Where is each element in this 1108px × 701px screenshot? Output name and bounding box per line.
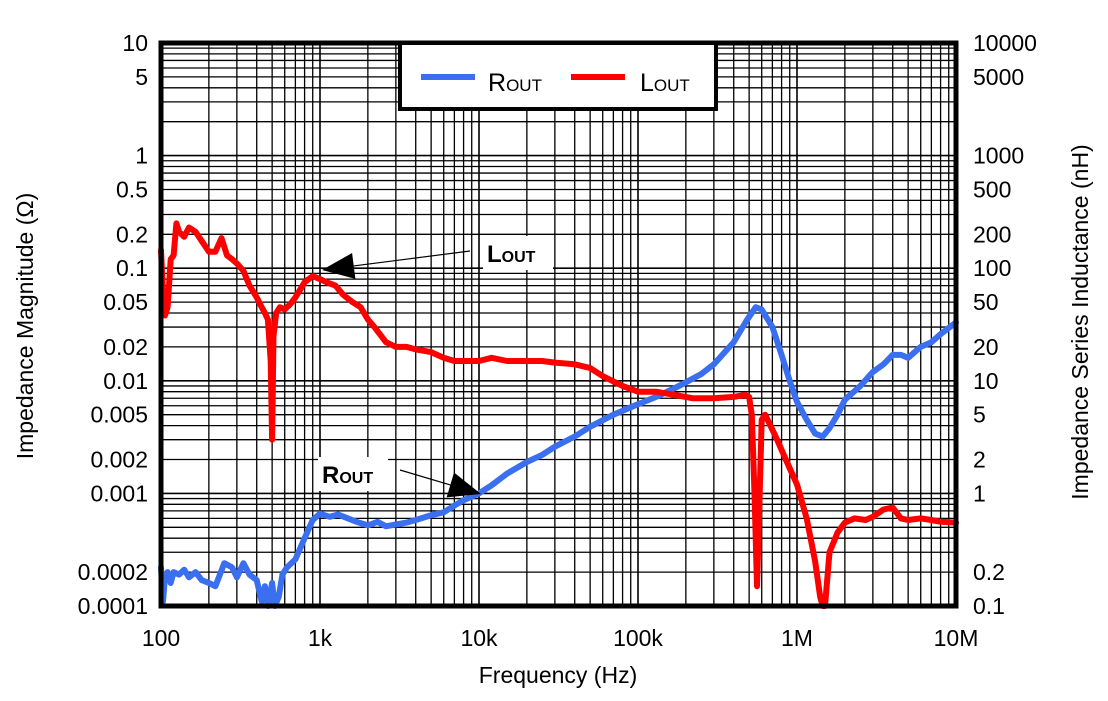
y2-axis-ticks: 10000 5000 1000 500 200 100 50 20 10 5 2 1 0.2 0.1	[973, 30, 1037, 619]
series-line-lout	[158, 220, 959, 609]
y-tick-label: 0.2	[116, 221, 148, 247]
data-series	[158, 220, 959, 609]
x-tick-label: 100k	[613, 625, 663, 651]
y2-tick-label: 500	[973, 176, 1011, 202]
y-tick-label: 0.0002	[78, 559, 148, 585]
legend: ROUT LOUT	[398, 41, 718, 111]
x-tick-label: 1M	[781, 625, 813, 651]
legend-label-rout: ROUT	[488, 69, 542, 97]
annotation-leader-lout	[353, 250, 471, 267]
annotation-leader-rout	[399, 469, 451, 486]
y2-tick-label: 1000	[973, 143, 1024, 169]
plot-frame	[158, 40, 959, 609]
y-axis-ticks: 10 5 1 0.5 0.2 0.1 0.05 0.02 0.01 0.005 0.002 0.001…	[78, 30, 148, 619]
annotation-arrow-icon	[446, 472, 481, 498]
y2-tick-label: 20	[973, 334, 999, 360]
y2-tick-label: 0.1	[973, 593, 1005, 619]
x-axis-label: Frequency (Hz)	[479, 662, 637, 688]
y-tick-label: 10	[122, 30, 148, 56]
annotation-label-lout: LOUT	[487, 241, 536, 268]
y2-tick-label: 5	[973, 402, 986, 428]
annotation-label-rout: ROUT	[322, 462, 373, 489]
y2-tick-label: 5000	[973, 64, 1024, 90]
y-axis-label: Impedance Magnitude (Ω)	[12, 193, 38, 460]
y2-tick-label: 10	[973, 368, 999, 394]
annotations: LOUT ROUT	[318, 236, 553, 498]
x-tick-label: 1k	[308, 625, 333, 651]
y-tick-label: 0.02	[103, 334, 148, 360]
x-tick-label: 10M	[934, 625, 979, 651]
y-tick-label: 1	[135, 143, 148, 169]
y2-tick-label: 50	[973, 289, 999, 315]
annotation-bg	[483, 236, 553, 270]
legend-box	[398, 41, 718, 111]
series-line-rout	[158, 304, 959, 609]
y-tick-label: 5	[135, 64, 148, 90]
y-tick-label: 0.005	[90, 402, 148, 428]
y2-tick-label: 10000	[973, 30, 1037, 56]
grid-lines	[160, 43, 956, 607]
annotation-arrow-icon	[322, 253, 356, 279]
y-tick-label: 0.0001	[78, 593, 148, 619]
y-tick-label: 0.01	[103, 368, 148, 394]
x-axis-ticks: 100 1k 10k 100k 1M 10M	[142, 625, 979, 651]
y2-tick-label: 200	[973, 221, 1011, 247]
y2-tick-label: 1	[973, 480, 986, 506]
annotation-bg	[318, 457, 388, 491]
y2-axis-label: Impedance Series Inductance (nH)	[1067, 144, 1093, 499]
y2-tick-label: 0.2	[973, 559, 1005, 585]
x-tick-label: 10k	[460, 625, 498, 651]
x-tick-label: 100	[142, 625, 180, 651]
y2-tick-label: 2	[973, 447, 986, 473]
y-tick-label: 0.002	[90, 447, 148, 473]
legend-label-lout: LOUT	[640, 69, 690, 97]
y-tick-label: 0.1	[116, 255, 148, 281]
y2-tick-label: 100	[973, 255, 1011, 281]
y-tick-label: 0.5	[116, 176, 148, 202]
y-tick-label: 0.001	[90, 480, 148, 506]
y-tick-label: 0.05	[103, 289, 148, 315]
